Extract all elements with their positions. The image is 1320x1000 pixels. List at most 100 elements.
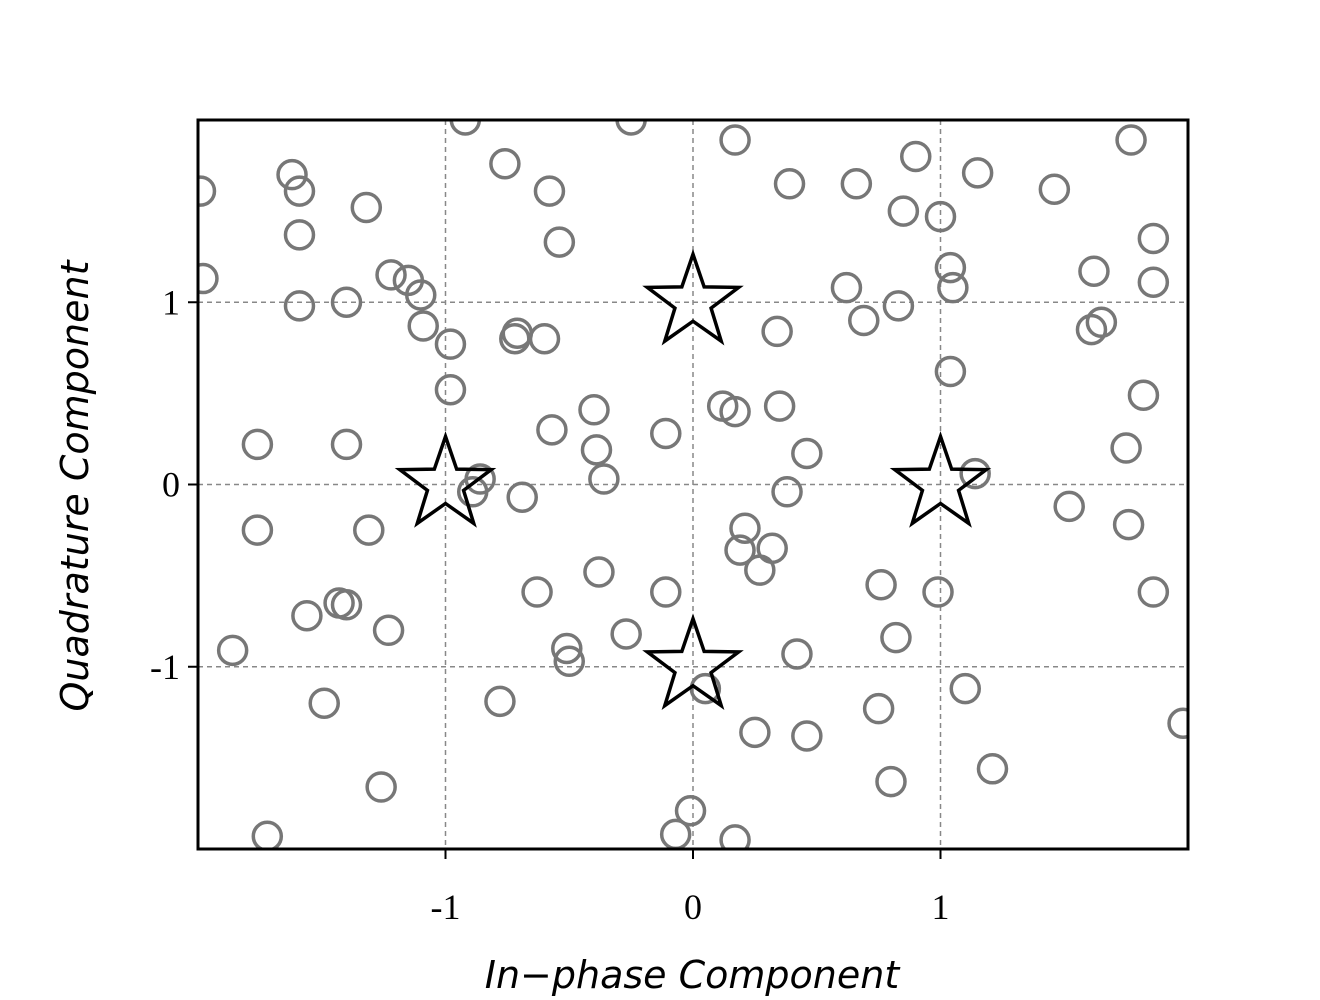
received-point [763, 390, 796, 422]
received-point [375, 259, 407, 291]
received-point [610, 618, 642, 650]
received-point [1137, 222, 1170, 255]
received-point [659, 818, 692, 849]
received-point [761, 315, 793, 348]
received-point [880, 621, 912, 654]
received-point [330, 286, 363, 318]
received-point [580, 434, 613, 466]
received-point [198, 175, 217, 207]
received-point [543, 226, 576, 258]
received-point [578, 394, 610, 426]
received-point [350, 191, 383, 224]
x-tick-label: -1 [431, 887, 461, 927]
received-point [588, 463, 620, 495]
received-point [506, 481, 538, 514]
received-point [949, 672, 981, 705]
constellation-points [394, 248, 992, 710]
received-point [521, 576, 553, 608]
received-point [456, 476, 489, 508]
received-point [887, 195, 920, 227]
received-point [1137, 576, 1170, 608]
received-point [434, 373, 467, 406]
received-point [922, 576, 954, 608]
received-point [615, 120, 647, 136]
received-point [330, 428, 363, 461]
received-point [875, 765, 907, 798]
received-point [650, 576, 682, 608]
received-point [365, 771, 397, 803]
received-point [308, 687, 340, 719]
received-point [882, 290, 915, 322]
received-point [650, 417, 682, 450]
axis-ticks: -1 0 1 -1 0 1 [150, 282, 950, 927]
received-point [1038, 173, 1071, 206]
received-point [241, 514, 274, 546]
received-point [900, 140, 932, 173]
received-points [198, 120, 1188, 849]
received-point [937, 271, 969, 304]
received-point [353, 514, 385, 546]
y-tick-label: -1 [150, 647, 180, 687]
received-point [536, 414, 568, 446]
received-point [405, 279, 437, 311]
received-point [961, 157, 994, 189]
received-point [1137, 266, 1170, 298]
received-point [407, 310, 439, 342]
y-axis-label: Quadrature Component [53, 258, 97, 711]
received-point [283, 290, 316, 322]
received-point [924, 200, 957, 233]
received-point [1127, 379, 1160, 411]
received-point [216, 634, 249, 667]
received-point [583, 556, 615, 588]
received-point [934, 355, 967, 388]
received-point [724, 534, 756, 566]
received-point [781, 638, 813, 670]
received-point [830, 271, 863, 304]
received-point [1078, 255, 1110, 288]
y-tick-label: 1 [162, 282, 180, 322]
received-point [791, 720, 823, 752]
y-tick-label: 0 [162, 465, 180, 505]
received-point [848, 304, 880, 337]
received-point [528, 322, 561, 355]
received-point [434, 328, 467, 360]
constellation-star [642, 613, 744, 710]
x-axis-label: In−phase Component [485, 953, 902, 997]
received-point [291, 599, 323, 632]
received-point [1085, 306, 1118, 339]
received-point [976, 753, 1009, 785]
received-point [729, 512, 761, 544]
received-point [719, 395, 751, 428]
received-point [719, 824, 751, 849]
received-point [241, 428, 274, 461]
constellation-star [642, 248, 744, 346]
received-point [773, 168, 806, 200]
received-point [934, 251, 967, 284]
received-point [1167, 707, 1188, 739]
received-point [1053, 490, 1085, 523]
received-point [276, 158, 308, 191]
x-tick-label: 1 [932, 887, 950, 927]
received-point [533, 175, 566, 207]
received-point [551, 632, 583, 665]
received-point [744, 554, 776, 586]
x-tick-label: 0 [684, 887, 702, 927]
received-point [959, 457, 991, 490]
received-point [739, 716, 771, 749]
received-point [719, 124, 751, 156]
received-point [791, 437, 823, 470]
grid-lines [198, 120, 1188, 849]
received-point [674, 794, 707, 827]
constellation-star [394, 431, 497, 528]
received-point [1110, 432, 1142, 464]
received-point [1115, 124, 1147, 156]
received-point [1075, 313, 1108, 346]
constellation-star [889, 431, 992, 528]
received-point [449, 120, 482, 136]
received-point [865, 568, 897, 601]
received-point [484, 685, 516, 718]
received-point [489, 147, 521, 180]
received-point [862, 692, 895, 725]
received-point [198, 262, 219, 295]
